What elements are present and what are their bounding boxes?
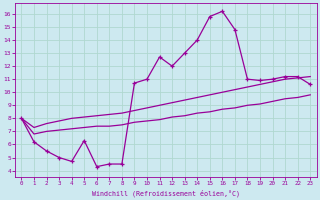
X-axis label: Windchill (Refroidissement éolien,°C): Windchill (Refroidissement éolien,°C) (92, 189, 240, 197)
